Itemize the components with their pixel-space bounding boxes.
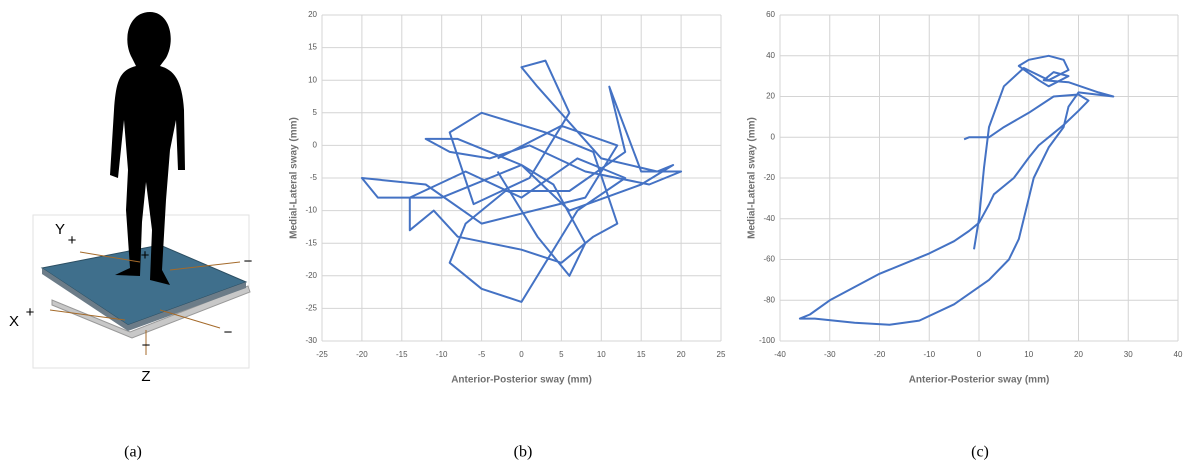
x-tick-label: -10 [436, 350, 448, 359]
x-tick-label: -20 [874, 350, 886, 359]
x-tick-label: 10 [1024, 350, 1033, 359]
x-tick-label: -15 [396, 350, 408, 359]
y-tick-label: -15 [305, 238, 317, 247]
x-tick-label: 10 [597, 350, 606, 359]
y-tick-label: -60 [763, 255, 775, 264]
x-tick-label: 20 [1074, 350, 1083, 359]
x-tick-label: -40 [774, 350, 786, 359]
y-tick-label: 0 [771, 132, 776, 141]
x-axis-title: Anterior-Posterior sway (mm) [909, 375, 1050, 386]
chart: -30 -25 -20 -15 -10 -5 0 5 10 15 20 -25 -20 -15 -10 -5 0… [289, 10, 726, 386]
x-tick-label: 30 [1124, 350, 1133, 359]
x-tick-label: 25 [717, 350, 726, 359]
y-tick-label: -10 [305, 206, 317, 215]
y-axis-title: Medial-Lateral sway (mm) [747, 117, 758, 239]
x-tick-label: 0 [977, 350, 982, 359]
x-tick-label: 40 [1174, 350, 1183, 359]
axis-label: Y [55, 221, 65, 238]
axis-line [159, 309, 221, 329]
axis-label: Z [141, 368, 150, 385]
y-tick-label: -80 [763, 295, 775, 304]
axis-label: X [9, 313, 19, 330]
x-tick-label: 15 [637, 350, 646, 359]
y-tick-label: -30 [305, 336, 317, 345]
axis-label: + [141, 247, 150, 264]
platform-side [42, 268, 246, 331]
y-tick-label: -20 [305, 271, 317, 280]
person-silhouette [110, 12, 185, 285]
axis-label: − [224, 324, 233, 341]
y-axis-title: Medial-Lateral sway (mm) [289, 117, 300, 239]
y-axis-line [79, 251, 141, 263]
y-tick-label: 60 [766, 10, 775, 19]
y-tick-label: 5 [313, 108, 318, 117]
axis-label: − [244, 253, 253, 270]
axis-label: + [26, 304, 35, 321]
sway-line [798, 54, 1115, 326]
x-tick-label: 20 [677, 350, 686, 359]
y-tick-label: 20 [766, 92, 775, 101]
x-tick-label: -5 [478, 350, 486, 359]
x-axis-title: Anterior-Posterior sway (mm) [451, 375, 592, 386]
x-tick-label: -20 [356, 350, 368, 359]
caption: (c) [971, 444, 989, 461]
y-tick-label: 20 [308, 10, 317, 19]
caption: (b) [514, 444, 533, 461]
y-tick-label: 40 [766, 51, 775, 60]
y-tick-label: 15 [308, 43, 317, 52]
y-tick-label: -100 [759, 336, 776, 345]
y-tick-label: -20 [763, 173, 775, 182]
y-tick-label: 0 [313, 141, 318, 150]
sway-line [360, 59, 683, 303]
y-tick-label: -25 [305, 304, 317, 313]
platform-base [51, 285, 251, 339]
y-tick-label: 10 [308, 75, 317, 84]
x-axis-line [49, 309, 126, 321]
axis-label: − [142, 337, 151, 354]
x-tick-label: 5 [559, 350, 564, 359]
x-tick-label: -25 [316, 350, 328, 359]
caption: (a) [124, 444, 142, 461]
axis-label: + [68, 232, 77, 249]
y-tick-label: -40 [763, 214, 775, 223]
x-tick-label: 0 [519, 350, 524, 359]
axis-line [169, 261, 241, 271]
y-tick-label: -5 [310, 173, 318, 182]
x-tick-label: -10 [923, 350, 935, 359]
panel-a-illustration [32, 12, 251, 369]
x-tick-label: -30 [824, 350, 836, 359]
